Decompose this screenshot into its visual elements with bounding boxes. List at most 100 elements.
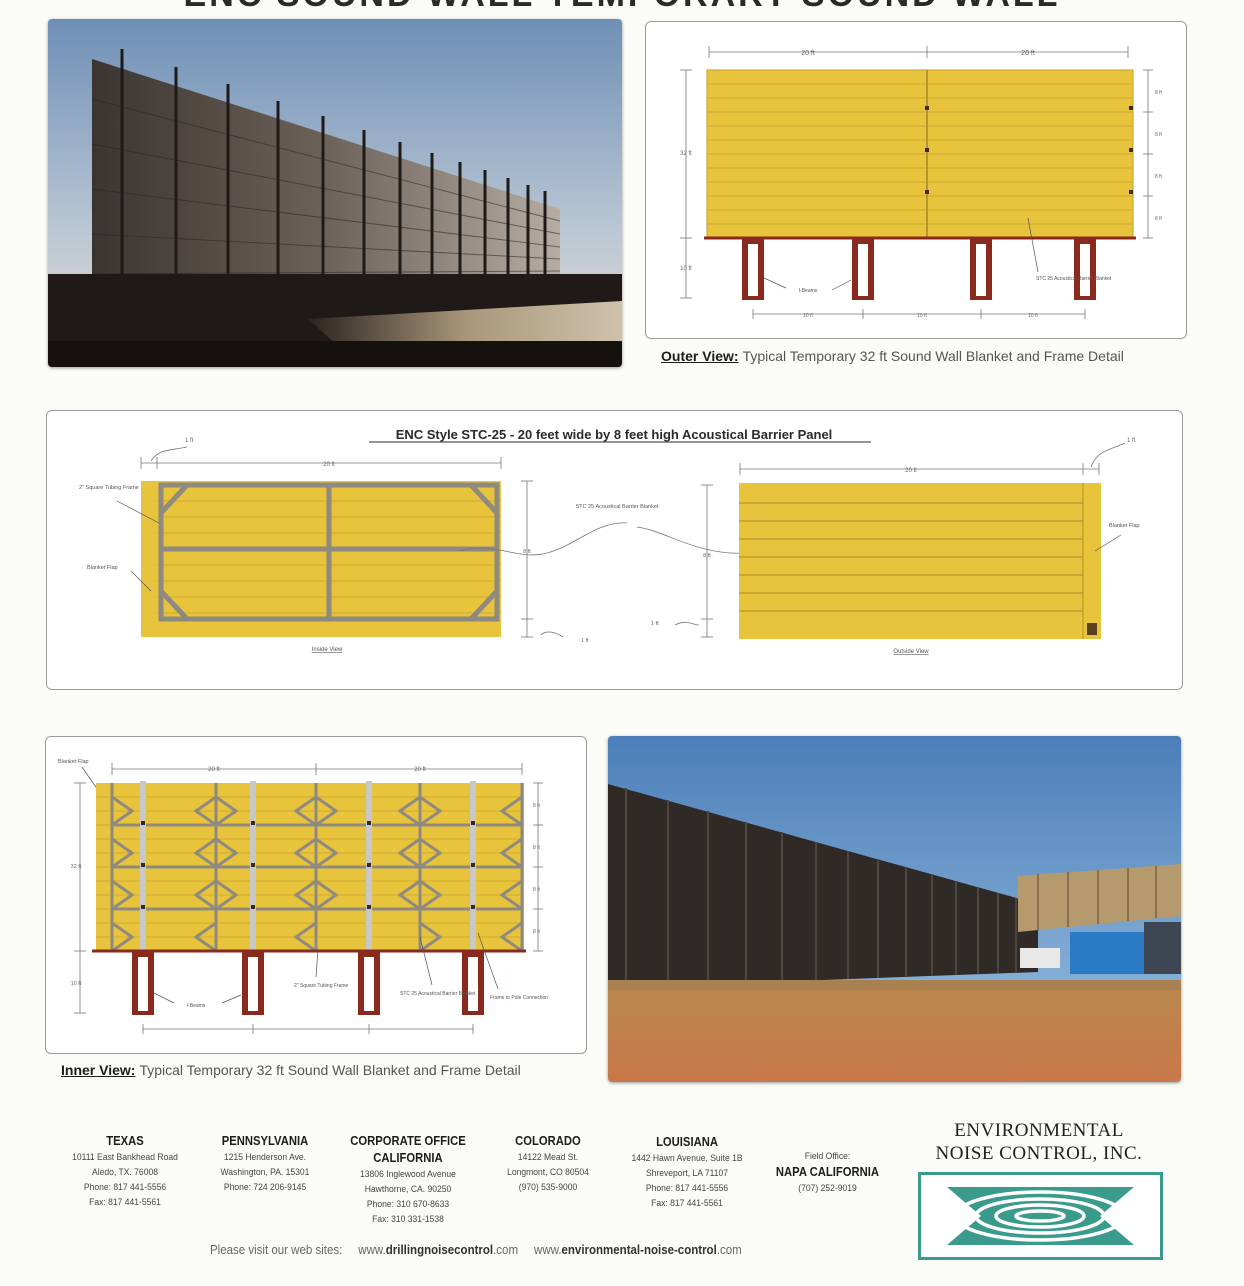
label-flap-right: Blanket Flap [1109, 523, 1140, 529]
websites-line: Please visit our web sites: www.drilling… [210, 1243, 742, 1257]
office-colorado-state: COLORADO [515, 1134, 581, 1148]
office-corporate-california: CORPORATE OFFICE CALIFORNIA 13806 Inglew… [341, 1133, 476, 1227]
sound-wall-photo-daytime [608, 736, 1181, 1082]
inner-view-drawing: Blanket Flap 20 ft 20 ft [45, 736, 587, 1054]
inner-label-ibeams: I-Beams [187, 1003, 206, 1009]
inner-view-caption-lead: Inner View: [61, 1062, 136, 1078]
website-2-domain: environmental-noise-control [561, 1243, 717, 1257]
label-barrier-blanket: STC 25 Acoustical Barrier Blanket [576, 504, 659, 510]
inner-dim-top-1: 20 ft [208, 767, 220, 773]
website-1-domain: drillingnoisecontrol [385, 1243, 494, 1257]
office-colorado-line-2: Longmont, CO 80504 [507, 1167, 589, 1178]
inner-label-flap: Blanket Flap [58, 759, 89, 765]
office-texas: TEXAS 10111 East Bankhead Road Aledo, TX… [58, 1133, 193, 1210]
inner-label-blanket: STC 25 Acoustical Barrier Blanket [400, 991, 476, 997]
office-texas-line-4: Fax: 817 441-5561 [89, 1197, 161, 1208]
company-logo [918, 1172, 1163, 1260]
office-corporate-line-3: Phone: 310 670-8633 [366, 1199, 450, 1210]
label-flap-left: Blanket Flap [87, 565, 118, 571]
company-name: ENVIRONMENTAL NOISE CONTROL, INC. [906, 1119, 1172, 1165]
outer-dim-height: 32 ft [680, 151, 692, 157]
office-pennsylvania-line-3: Phone: 724 206-9145 [223, 1182, 307, 1193]
left-dim-flap: 1 ft [185, 438, 194, 444]
office-pennsylvania-state: PENNSYLVANIA [221, 1134, 309, 1148]
office-napa-prefix: Field Office: [804, 1151, 851, 1162]
website-1-prefix: www. [358, 1243, 386, 1257]
outer-label-blanket: STC 25 Acoustical Barrier Blanket [1036, 276, 1112, 282]
right-dim-width: 20 ft [905, 468, 917, 474]
website-2-prefix: www. [534, 1243, 562, 1257]
office-louisiana-line-2: Shreveport, LA 71107 [645, 1168, 729, 1179]
outside-view-label: Outside View [893, 649, 929, 655]
outer-dim-top-1: 20 ft [801, 50, 815, 57]
inner-label-connection: Frame to Pole Connection [490, 995, 548, 1001]
office-louisiana-line-4: Fax: 817 441-5561 [651, 1198, 723, 1209]
panel-detail-title: ENC Style STC-25 - 20 feet wide by 8 fee… [396, 427, 833, 442]
outer-view-drawing: 20 ft 20 ft [645, 21, 1187, 339]
outer-dim-bottom-2: 10 ft [917, 313, 927, 319]
website-1-tld: .com [493, 1243, 519, 1257]
outer-dim-row-2: 8 ft [1155, 132, 1163, 138]
office-texas-line-1: 10111 East Bankhead Road [72, 1152, 178, 1163]
inner-dim-row-2: 8 ft [533, 845, 541, 851]
office-corporate-line-1: 13806 Inglewood Avenue [360, 1169, 456, 1180]
office-napa: Field Office: NAPA CALIFORNIA (707) 252-… [767, 1149, 889, 1196]
dim-bottom-right: 1 ft [651, 621, 659, 627]
office-corporate-line-4: Fax: 310 331-1538 [372, 1214, 444, 1225]
office-napa-line-1: (707) 252-9019 [798, 1183, 857, 1194]
outer-view-caption-lead: Outer View: [661, 348, 739, 364]
left-dim-width: 20 ft [323, 462, 335, 468]
office-louisiana-line-1: 1442 Hawn Avenue, Suite 1B [631, 1153, 743, 1164]
inner-dim-height: 32 ft [71, 864, 82, 870]
inner-dim-row-3: 8 ft [533, 887, 541, 893]
office-colorado-line-1: 14122 Mead St. [517, 1152, 579, 1163]
office-colorado-line-3: (970) 535-9000 [518, 1182, 578, 1193]
inner-label-tubing: 2" Square Tubing Frame [294, 983, 349, 989]
office-corporate-line-2: Hawthorne, CA. 90250 [364, 1184, 452, 1195]
outer-view-caption: Outer View: Typical Temporary 32 ft Sound… [661, 348, 1124, 364]
dim-height-left: 8 ft [523, 549, 531, 555]
outer-dim-bottom-3: 10 ft [1028, 313, 1038, 319]
outer-dim-row-1: 8 ft [1155, 90, 1163, 96]
page-title: ENC SOUND WALL TEMPORARY SOUND WALL [0, 0, 1244, 15]
office-napa-state: NAPA CALIFORNIA [775, 1165, 880, 1179]
panel-detail-drawing: ENC Style STC-25 - 20 feet wide by 8 fee… [46, 410, 1183, 690]
office-corporate-title: CORPORATE OFFICE [350, 1134, 466, 1148]
inner-dim-depth: 10 ft [71, 981, 82, 987]
dim-height-right: 8 ft [703, 553, 711, 559]
company-name-line-2: NOISE CONTROL, INC. [935, 1143, 1143, 1164]
outer-dim-row-3: 8 ft [1155, 174, 1163, 180]
sound-wall-photo-sunset [48, 19, 622, 367]
dim-bottom-left: 1 ft [581, 638, 589, 644]
office-colorado: COLORADO 14122 Mead St. Longmont, CO 805… [485, 1133, 611, 1195]
office-louisiana-state: LOUISIANA [656, 1135, 718, 1149]
outer-dim-row-4: 8 ft [1155, 216, 1163, 222]
websites-lead: Please visit our web sites: [210, 1243, 343, 1257]
outer-view-caption-text: Typical Temporary 32 ft Sound Wall Blank… [742, 348, 1124, 364]
inner-dim-row-1: 8 ft [533, 803, 541, 809]
office-pennsylvania-line-2: Washington, PA. 15301 [220, 1167, 310, 1178]
office-pennsylvania: PENNSYLVANIA 1215 Henderson Ave. Washing… [202, 1133, 328, 1195]
website-link-1[interactable]: www.drillingnoisecontrol.com [358, 1243, 518, 1257]
office-texas-line-2: Aledo, TX. 76008 [92, 1167, 158, 1178]
outer-dim-depth: 10 ft [680, 266, 692, 272]
inner-view-caption: Inner View: Typical Temporary 32 ft Sound… [61, 1062, 521, 1078]
outer-label-ibeams: I-Beams [799, 288, 818, 294]
office-louisiana: LOUISIANA 1442 Hawn Avenue, Suite 1B Shr… [620, 1134, 755, 1211]
inner-dim-top-2: 20 ft [414, 767, 426, 773]
inner-dim-row-4: 8 ft [533, 929, 541, 935]
inside-view-label: Inside View [312, 647, 343, 653]
office-texas-line-3: Phone: 817 441-5556 [83, 1182, 167, 1193]
website-2-tld: .com [716, 1243, 742, 1257]
office-louisiana-line-3: Phone: 817 441-5556 [645, 1183, 729, 1194]
outer-dim-top-2: 20 ft [1021, 50, 1035, 57]
inner-view-caption-text: Typical Temporary 32 ft Sound Wall Blank… [139, 1062, 521, 1078]
label-tubing-frame: 2" Square Tubing Frame [79, 485, 139, 491]
right-dim-flap: 1 ft [1127, 438, 1136, 444]
company-name-line-1: ENVIRONMENTAL [954, 1120, 1124, 1141]
outer-dim-bottom-1: 10 ft [803, 313, 813, 319]
office-pennsylvania-line-1: 1215 Henderson Ave. [223, 1152, 307, 1163]
website-link-2[interactable]: www.environmental-noise-control.com [534, 1243, 742, 1257]
office-texas-state: TEXAS [106, 1134, 144, 1148]
office-corporate-state: CALIFORNIA [373, 1151, 443, 1165]
